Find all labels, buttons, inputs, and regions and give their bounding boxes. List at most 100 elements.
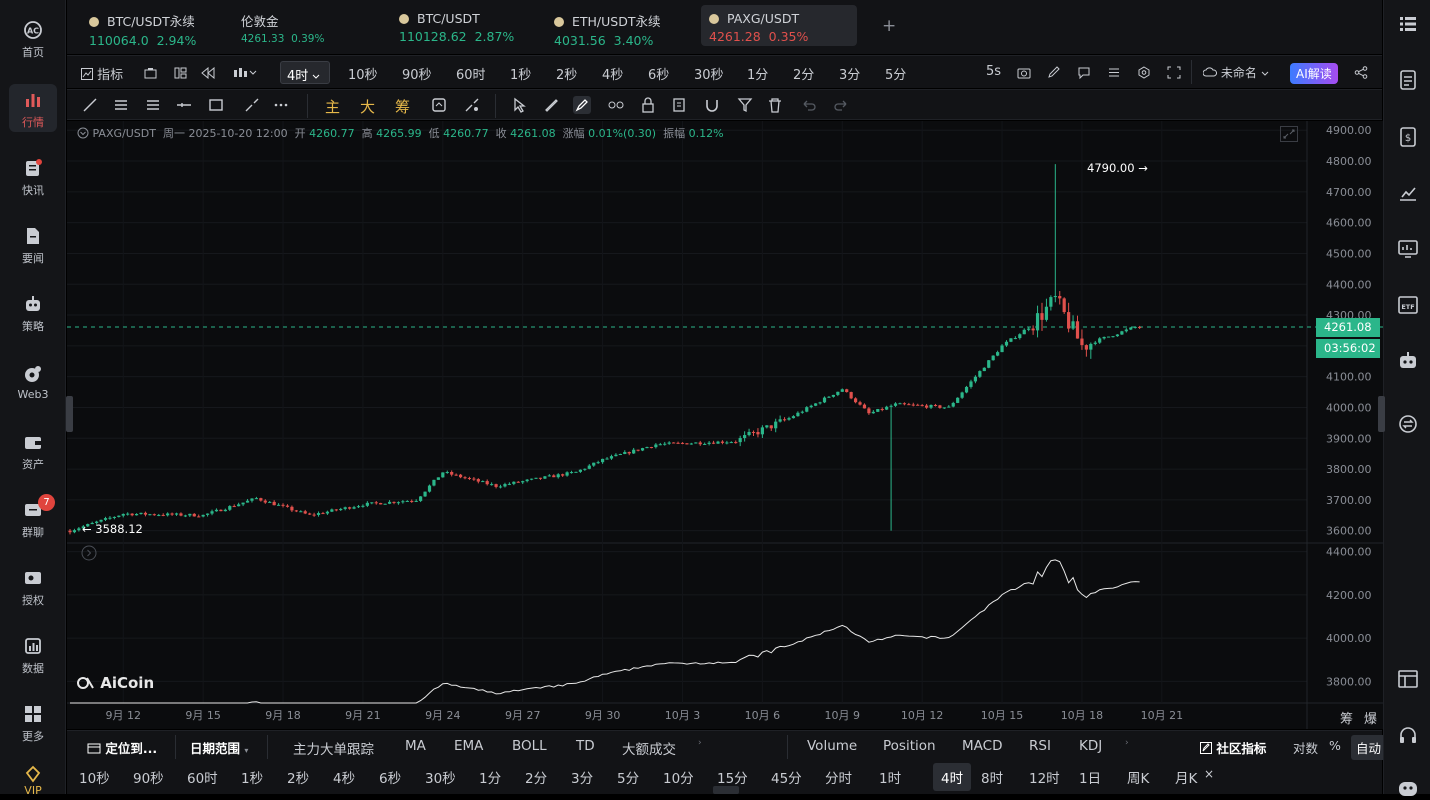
- trash-icon[interactable]: [766, 96, 784, 114]
- tab-london-gold[interactable]: 伦敦金 4261.33 0.39%: [241, 14, 325, 45]
- sidebar-item-market[interactable]: 行情: [9, 84, 57, 132]
- percent-scale-toggle[interactable]: %: [1329, 738, 1341, 753]
- interval-option[interactable]: 30秒: [425, 771, 456, 787]
- more-arrow-icon[interactable]: ›: [1125, 738, 1129, 748]
- magnet-icon[interactable]: [703, 96, 721, 114]
- replay-icon[interactable]: [201, 67, 215, 79]
- undo-icon[interactable]: [800, 96, 818, 114]
- chain-icon[interactable]: [607, 96, 625, 114]
- interval-option[interactable]: 4时: [933, 763, 972, 791]
- interval-select[interactable]: 4时: [280, 61, 330, 84]
- sub-indicator-volume[interactable]: Volume: [807, 738, 858, 754]
- indicator-td[interactable]: TD: [576, 738, 595, 754]
- locate-button[interactable]: 定位到...: [87, 738, 157, 757]
- chart-type-icon[interactable]: [233, 67, 257, 79]
- notes-icon[interactable]: [1397, 69, 1419, 91]
- close-icon[interactable]: ×: [1204, 767, 1215, 781]
- sub-indicator-rsi[interactable]: RSI: [1029, 738, 1051, 754]
- collapse-icon[interactable]: [77, 127, 89, 139]
- chips-button[interactable]: 筹: [395, 98, 411, 116]
- bottom-collapse-handle[interactable]: [713, 786, 739, 794]
- dollar-icon[interactable]: $: [1397, 126, 1419, 148]
- more-tools-icon[interactable]: [272, 96, 290, 114]
- list-icon[interactable]: [1107, 66, 1121, 79]
- rectangle-icon[interactable]: [207, 96, 225, 114]
- filter-icon[interactable]: [736, 96, 754, 114]
- sidebar-item-chat[interactable]: 7 群聊: [0, 494, 66, 540]
- indicator-ema[interactable]: EMA: [454, 738, 484, 754]
- expand-icon[interactable]: [1280, 126, 1298, 142]
- interval-5m[interactable]: 5分: [885, 68, 907, 83]
- interval-option[interactable]: 1分: [479, 771, 502, 787]
- fullscreen-icon[interactable]: [1167, 66, 1181, 79]
- interval-option[interactable]: 60时: [187, 771, 218, 787]
- interval-option[interactable]: 8时: [981, 771, 1004, 787]
- sidebar-item-data[interactable]: 数据: [0, 636, 66, 676]
- sidebar-item-headlines[interactable]: 要闻: [0, 226, 66, 266]
- redo-icon[interactable]: [832, 96, 850, 114]
- large-order-button[interactable]: 大: [360, 98, 376, 116]
- left-collapse-handle[interactable]: [66, 396, 73, 432]
- add-tab-button[interactable]: +: [882, 16, 897, 36]
- sidebar-item-home[interactable]: AC 首页: [0, 20, 66, 60]
- horizontal-ray-icon[interactable]: [112, 96, 130, 114]
- share-icon[interactable]: [1354, 66, 1368, 79]
- camera-icon[interactable]: [1017, 66, 1031, 79]
- magnet-pen-icon[interactable]: [573, 96, 591, 114]
- interval-4s[interactable]: 4秒: [602, 68, 624, 83]
- interval-option[interactable]: 12时: [1029, 771, 1060, 787]
- interval-option[interactable]: 10秒: [79, 771, 110, 787]
- sync-icon[interactable]: [430, 96, 448, 114]
- chips-toggle[interactable]: 筹: [1340, 712, 1354, 727]
- interval-option[interactable]: 1时: [879, 771, 902, 787]
- panel-layout-icon[interactable]: [1397, 668, 1419, 690]
- interval-2s[interactable]: 2秒: [556, 68, 578, 83]
- eraser-icon[interactable]: [463, 96, 481, 114]
- interval-60h[interactable]: 60时: [456, 68, 486, 83]
- tab-btc-usdt[interactable]: BTC/USDT 110128.62 2.87%: [399, 11, 515, 44]
- interval-option[interactable]: 分时: [825, 771, 852, 787]
- interval-90s[interactable]: 90秒: [402, 68, 432, 83]
- interval-2m[interactable]: 2分: [793, 68, 815, 83]
- indicator-ma[interactable]: MA: [405, 738, 426, 754]
- sidebar-item-authorize[interactable]: 授权: [0, 568, 66, 608]
- interval-option[interactable]: 月K: [1175, 771, 1198, 787]
- sidebar-item-strategy[interactable]: 策略: [0, 294, 66, 334]
- settings-icon[interactable]: [1137, 66, 1151, 79]
- refresh-rate[interactable]: 5s: [986, 64, 1002, 79]
- interval-option[interactable]: 45分: [771, 771, 802, 787]
- lock-icon[interactable]: [639, 96, 657, 114]
- comment-icon[interactable]: [1077, 66, 1091, 79]
- interval-6s[interactable]: 6秒: [648, 68, 670, 83]
- horizontal-line-icon[interactable]: [175, 96, 193, 114]
- interval-30s[interactable]: 30秒: [694, 68, 724, 83]
- etf-icon[interactable]: ETF: [1397, 294, 1419, 316]
- swap-icon[interactable]: [1397, 413, 1419, 435]
- interval-option[interactable]: 1日: [1079, 771, 1102, 787]
- interval-option[interactable]: 2分: [525, 771, 548, 787]
- sub-indicator-position[interactable]: Position: [883, 738, 936, 754]
- auto-scale-toggle[interactable]: 自动: [1351, 735, 1387, 760]
- monitor-icon[interactable]: [1397, 238, 1419, 260]
- interval-option[interactable]: 5分: [617, 771, 640, 787]
- indicator-boll[interactable]: BOLL: [512, 738, 547, 754]
- interval-1m[interactable]: 1分: [747, 68, 769, 83]
- main-force-button[interactable]: 主: [325, 98, 341, 116]
- burst-toggle[interactable]: 爆: [1364, 712, 1378, 727]
- tab-btc-usdt-perp[interactable]: BTC/USDT永续 110064.0 2.94%: [89, 14, 197, 48]
- log-scale-toggle[interactable]: 对数: [1293, 741, 1319, 756]
- interval-1s[interactable]: 1秒: [510, 68, 532, 83]
- layout-name-select[interactable]: 未命名: [1202, 64, 1269, 81]
- list-icon[interactable]: [1397, 13, 1419, 35]
- date-range-button[interactable]: 日期范围 ▾: [190, 741, 249, 756]
- trend-line-icon[interactable]: [81, 96, 99, 114]
- sidebar-item-assets[interactable]: 资产: [0, 432, 66, 472]
- ai-interpret-button[interactable]: AI解读: [1290, 63, 1338, 84]
- bot-icon[interactable]: [1397, 350, 1419, 372]
- sidebar-item-web3[interactable]: Web3: [0, 364, 66, 401]
- sub-indicator-kdj[interactable]: KDJ: [1079, 738, 1103, 754]
- interval-option[interactable]: 90秒: [133, 771, 164, 787]
- sub-indicator-macd[interactable]: MACD: [962, 738, 1003, 754]
- community-indicator-button[interactable]: 社区指标: [1200, 738, 1266, 757]
- tab-paxg-usdt[interactable]: PAXG/USDT 4261.28 0.35%: [701, 5, 857, 46]
